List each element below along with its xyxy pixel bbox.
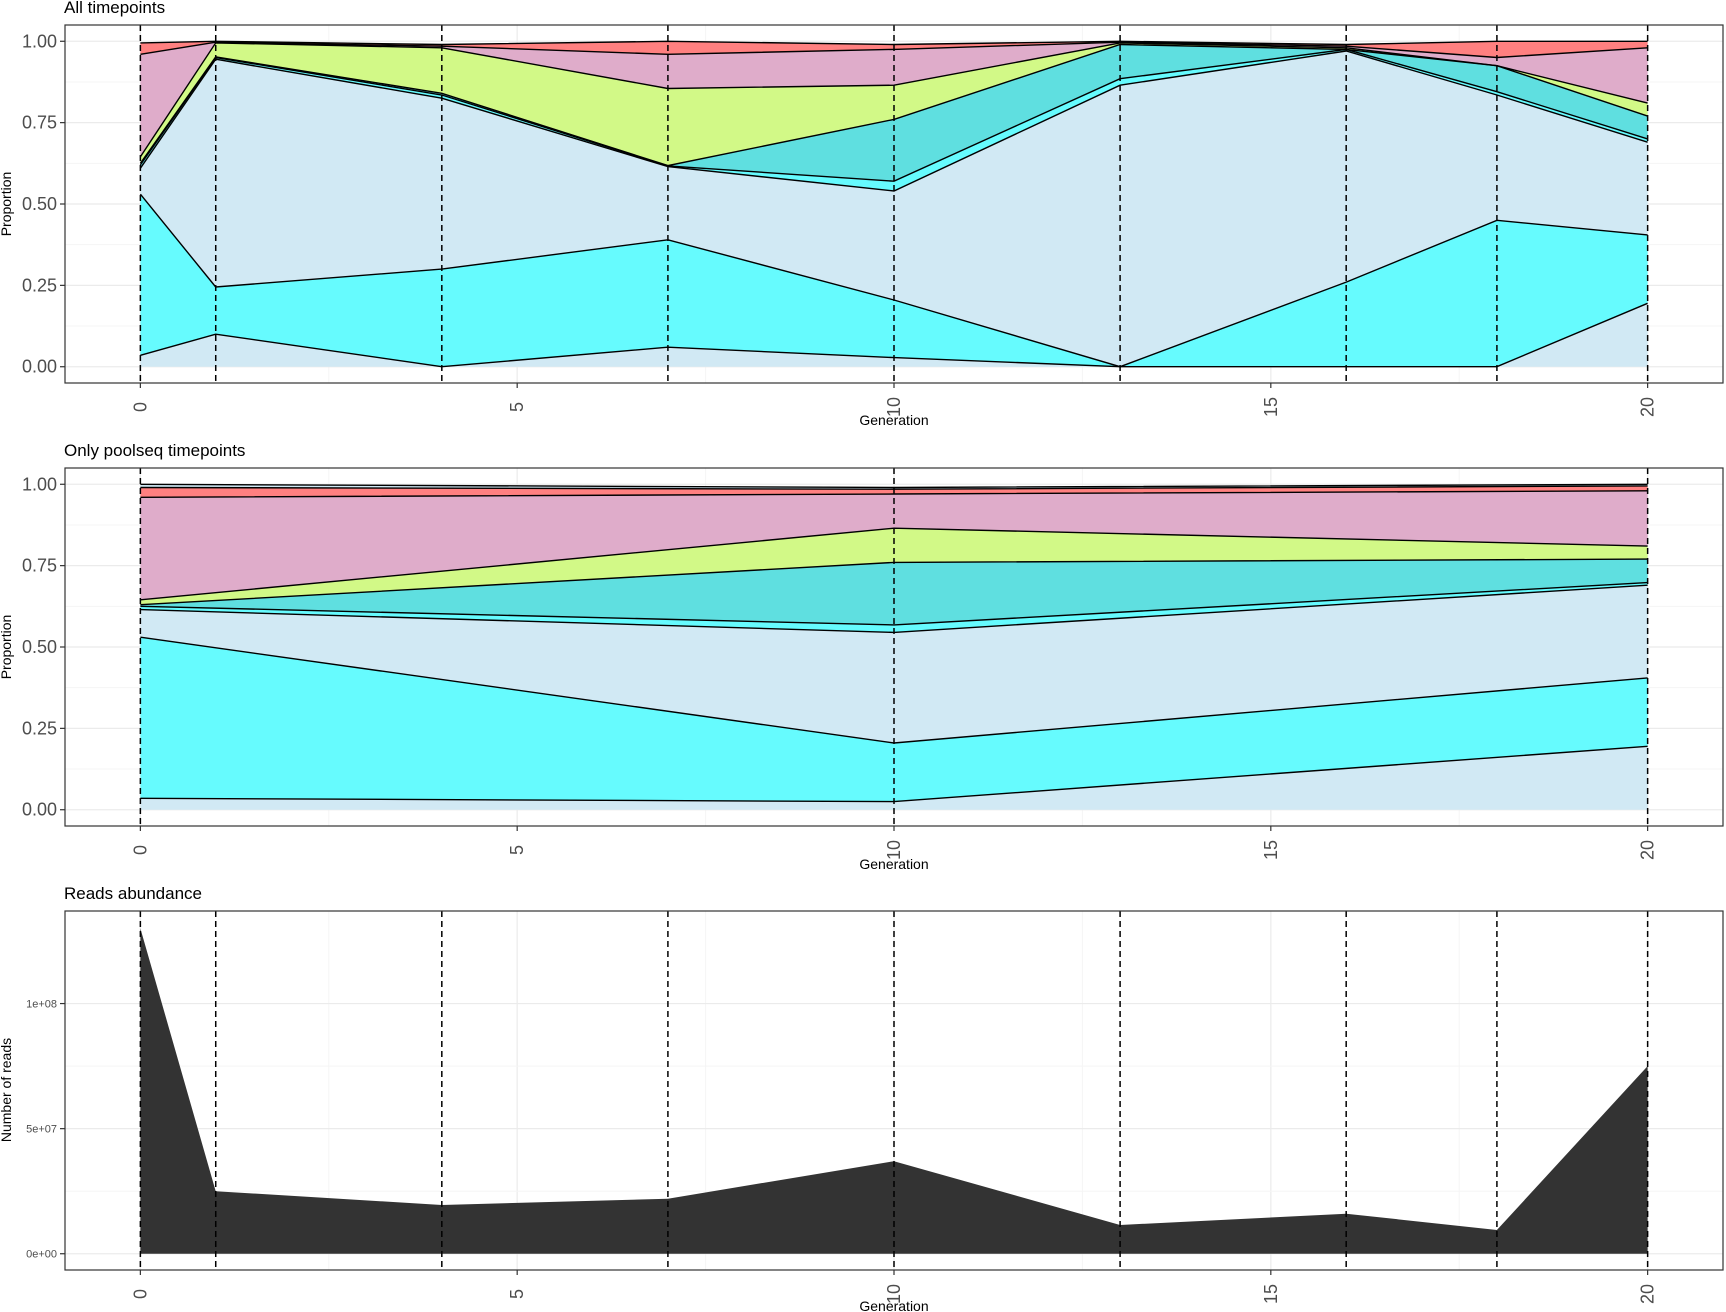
- area-band-7: [140, 490, 1648, 600]
- x-axis-ticks: 0 5 10 15 20: [130, 383, 1658, 417]
- panel-only-poolseq: Only poolseq timepoints 0.00 0.25 0.50 0.75…: [0, 441, 1724, 872]
- panel-title-reads-abundance: Reads abundance: [64, 884, 202, 903]
- y-axis-ticks: 0.00 0.25 0.50 0.75 1.00: [22, 474, 65, 820]
- y-tick-label: 0e+00: [26, 1249, 57, 1261]
- x-tick-label: 10: [884, 1284, 904, 1304]
- y-axis-ticks: 0e+00 5e+07 1e+08: [26, 999, 65, 1261]
- area-band-2: [140, 194, 1648, 367]
- boundary-line-4: [139, 48, 1648, 182]
- area-band-5: [140, 44, 1648, 182]
- y-tick-label: 1.00: [22, 474, 57, 494]
- y-tick-label: 0.00: [22, 357, 57, 377]
- y-tick-label: 0.75: [22, 113, 57, 133]
- panel-reads-abundance: Reads abundance 0e+00 5e+07 1e+08 0 5 10 15 20…: [0, 884, 1724, 1312]
- stacked-areas: [140, 484, 1648, 810]
- x-tick-label: 0: [130, 1289, 150, 1299]
- panel-title-only-poolseq: Only poolseq timepoints: [64, 441, 245, 460]
- y-tick-label: 1e+08: [26, 999, 57, 1011]
- x-tick-label: 0: [130, 845, 150, 855]
- x-tick-label: 10: [884, 397, 904, 417]
- x-tick-label: 10: [884, 840, 904, 860]
- y-tick-label: 0.25: [22, 275, 57, 295]
- boundary-line-8: [140, 40, 1648, 46]
- area-band-1: [140, 746, 1648, 810]
- y-axis-title: Proportion: [0, 172, 14, 237]
- y-tick-label: 0.00: [22, 800, 57, 820]
- y-tick-label: 0.75: [22, 556, 57, 576]
- y-axis-title: Proportion: [0, 615, 14, 680]
- area-band-2: [140, 637, 1648, 802]
- y-tick-label: 1.00: [22, 31, 57, 51]
- y-tick-label: 0.25: [22, 718, 57, 738]
- x-axis-title: Generation: [859, 856, 928, 872]
- x-tick-label: 15: [1261, 840, 1281, 860]
- area-band-3: [140, 585, 1648, 743]
- x-tick-label: 20: [1638, 840, 1658, 860]
- x-tick-label: 0: [130, 402, 150, 412]
- y-tick-label: 0.50: [22, 637, 57, 657]
- panel-title-all-timepoints: All timepoints: [64, 0, 165, 17]
- x-axis-ticks: 0 5 10 15 20: [130, 826, 1658, 860]
- area-band-6: [140, 42, 1648, 166]
- area-band-4: [140, 582, 1648, 633]
- y-axis-ticks: 0.00 0.25 0.50 0.75 1.00: [22, 31, 65, 377]
- x-tick-label: 5: [507, 845, 527, 855]
- x-axis-ticks: 0 5 10 15 20: [130, 1270, 1658, 1304]
- x-axis-title: Generation: [859, 412, 928, 428]
- x-tick-label: 20: [1638, 397, 1658, 417]
- reads-area: [140, 928, 1648, 1254]
- x-tick-label: 5: [507, 402, 527, 412]
- y-tick-label: 5e+07: [26, 1124, 57, 1136]
- x-tick-label: 15: [1261, 397, 1281, 417]
- area-band-6: [140, 528, 1648, 605]
- panel-all-timepoints: All timepoints 0.00 0.25 0.50 0.75 1.00 0 5 10…: [0, 0, 1724, 428]
- boundary-line-4: [140, 581, 1648, 626]
- x-tick-label: 20: [1638, 1284, 1658, 1304]
- area-band-1: [140, 303, 1648, 367]
- x-axis-title: Generation: [859, 1298, 928, 1312]
- boundary-line-9: [140, 483, 1648, 489]
- y-tick-label: 0.50: [22, 194, 57, 214]
- x-tick-label: 15: [1261, 1284, 1281, 1304]
- reads-area: [140, 928, 1648, 1254]
- y-axis-title: Number of reads: [0, 1038, 14, 1142]
- x-tick-label: 5: [507, 1289, 527, 1299]
